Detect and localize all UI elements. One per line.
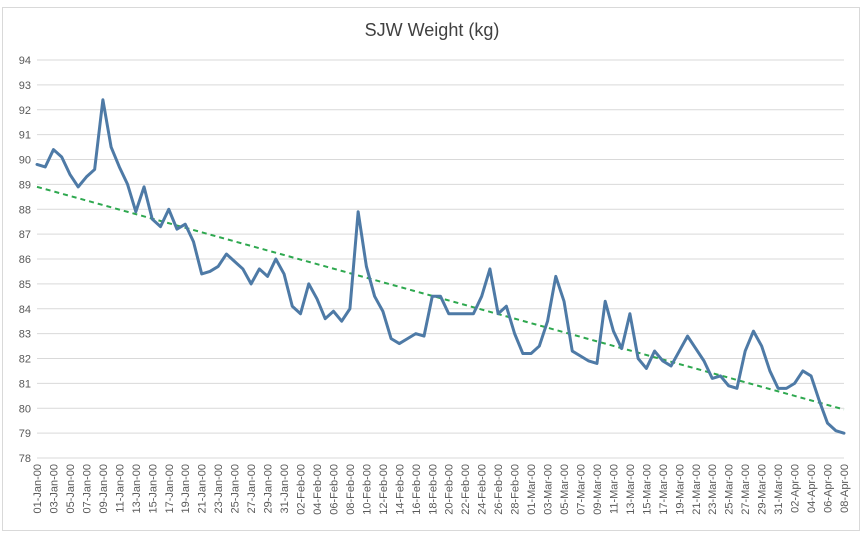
x-tick-label: 25-Mar-00 [724, 464, 736, 515]
x-tick-label: 13-Jan-00 [131, 464, 143, 514]
chart-frame [2, 7, 860, 531]
x-tick-label: 21-Jan-00 [197, 464, 209, 514]
x-tick-label: 19-Mar-00 [674, 464, 686, 515]
x-tick-label: 18-Feb-00 [427, 464, 439, 515]
x-tick-label: 03-Mar-00 [543, 464, 555, 515]
x-tick-label: 12-Feb-00 [378, 464, 390, 515]
x-tick-label: 01-Jan-00 [32, 464, 44, 514]
x-tick-label: 21-Mar-00 [691, 464, 703, 515]
y-tick-label: 89 [19, 179, 31, 191]
x-tick-label: 20-Feb-00 [444, 464, 456, 515]
x-tick-label: 08-Feb-00 [345, 464, 357, 515]
y-tick-label: 92 [19, 105, 31, 117]
y-tick-label: 81 [19, 378, 31, 390]
x-tick-label: 09-Jan-00 [98, 464, 110, 514]
x-tick-label: 04-Feb-00 [312, 464, 324, 515]
y-tick-label: 90 [19, 155, 31, 167]
x-tick-label: 03-Jan-00 [48, 464, 60, 514]
x-tick-label: 17-Jan-00 [164, 464, 176, 514]
y-tick-label: 84 [19, 304, 31, 316]
x-tick-label: 17-Mar-00 [658, 464, 670, 515]
x-tick-label: 11-Mar-00 [608, 464, 620, 514]
y-axis-ticks: 78 79 80 81 82 83 84 85 86 87 88 89 90 91 92 93 94 [19, 55, 31, 465]
x-tick-label: 06-Feb-00 [328, 464, 340, 515]
y-tick-label: 91 [19, 130, 31, 142]
y-tick-label: 83 [19, 329, 31, 341]
x-tick-label: 28-Feb-00 [510, 464, 522, 515]
x-tick-label: 14-Feb-00 [394, 464, 406, 515]
x-tick-label: 29-Jan-00 [263, 464, 275, 514]
x-tick-label: 29-Mar-00 [757, 464, 769, 515]
x-tick-label: 25-Jan-00 [230, 464, 242, 514]
x-tick-label: 23-Jan-00 [213, 464, 225, 514]
x-tick-label: 04-Apr-00 [806, 464, 818, 513]
x-tick-label: 31-Jan-00 [279, 464, 291, 514]
x-tick-label: 31-Mar-00 [773, 464, 785, 515]
x-tick-label: 19-Jan-00 [180, 464, 192, 514]
x-tick-label: 23-Mar-00 [707, 464, 719, 515]
x-tick-label: 27-Mar-00 [740, 464, 752, 515]
x-tick-label: 09-Mar-00 [592, 464, 604, 515]
x-tick-label: 11-Jan-00 [114, 464, 126, 513]
x-tick-label: 22-Feb-00 [460, 464, 472, 515]
x-tick-label: 02-Feb-00 [296, 464, 308, 515]
x-tick-label: 15-Jan-00 [147, 464, 159, 514]
x-tick-label: 01-Mar-00 [526, 464, 538, 515]
x-axis-ticks: 01-Jan-00 03-Jan-00 05-Jan-00 07-Jan-00 09-J… [32, 464, 851, 515]
weight-series-line [35, 98, 846, 435]
gridlines [37, 59, 844, 459]
y-tick-label: 93 [19, 80, 31, 92]
chart-title: SJW Weight (kg) [364, 20, 500, 40]
y-tick-label: 80 [19, 403, 31, 415]
x-tick-label: 07-Mar-00 [575, 464, 587, 515]
y-tick-label: 94 [19, 55, 31, 67]
x-tick-label: 08-Apr-00 [839, 464, 851, 513]
x-tick-label: 07-Jan-00 [81, 464, 93, 514]
y-tick-label: 78 [19, 453, 31, 465]
y-tick-label: 88 [19, 204, 31, 216]
x-tick-label: 15-Mar-00 [641, 464, 653, 515]
x-tick-label: 16-Feb-00 [411, 464, 423, 515]
x-tick-label: 26-Feb-00 [493, 464, 505, 515]
y-tick-label: 79 [19, 428, 31, 440]
y-tick-label: 86 [19, 254, 31, 266]
x-tick-label: 06-Apr-00 [823, 464, 835, 513]
y-tick-label: 85 [19, 279, 31, 291]
x-tick-label: 05-Mar-00 [559, 464, 571, 515]
y-tick-label: 82 [19, 354, 31, 366]
x-tick-label: 24-Feb-00 [477, 464, 489, 515]
x-tick-label: 27-Jan-00 [246, 464, 258, 514]
series-layer [35, 98, 846, 435]
x-tick-label: 05-Jan-00 [65, 464, 77, 514]
y-tick-label: 87 [19, 229, 31, 241]
x-tick-label: 02-Apr-00 [790, 464, 802, 513]
x-tick-label: 13-Mar-00 [625, 464, 637, 515]
x-tick-label: 10-Feb-00 [361, 464, 373, 515]
